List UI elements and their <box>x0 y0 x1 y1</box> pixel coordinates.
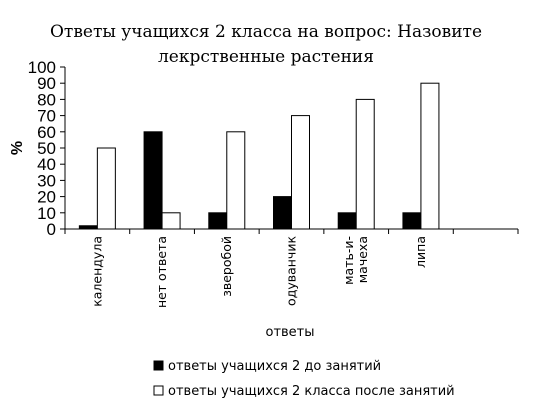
y-tick-label: 10 <box>37 204 56 223</box>
bar-before <box>402 212 422 230</box>
bar-after <box>226 131 246 230</box>
bar-before <box>273 196 292 230</box>
legend-swatch <box>153 385 164 396</box>
chart-title-line: Ответы учащихся 2 класса на вопрос: Назо… <box>50 22 482 42</box>
x-category-label-line: нет ответа <box>154 236 169 308</box>
x-category-label-line: календула <box>89 236 104 307</box>
x-category-label-line: зверобой <box>219 236 234 297</box>
y-tick-label: 0 <box>47 220 56 239</box>
legend-label: ответы учащихся 2 класса после занятий <box>168 384 455 399</box>
legend: ответы учащихся 2 до занятий ответы учащи… <box>153 359 455 399</box>
chart-title: Ответы учащихся 2 класса на вопрос: Назо… <box>50 22 482 67</box>
x-category-label: липа <box>413 236 428 268</box>
bar-before <box>337 212 357 230</box>
y-tick-label: 90 <box>37 74 56 93</box>
bar-before <box>208 212 228 230</box>
bar-after <box>96 147 116 230</box>
y-axis-label: % <box>9 141 26 155</box>
y-tick-label: 70 <box>37 107 56 126</box>
legend-swatch <box>153 360 164 371</box>
x-category-label-line: мачеха <box>355 236 370 283</box>
bar-before <box>78 225 98 230</box>
y-tick-label: 60 <box>37 123 56 142</box>
bar-after <box>161 212 181 230</box>
bar-after <box>420 82 440 230</box>
bar-before <box>143 131 163 230</box>
bar-after <box>355 98 375 230</box>
y-tick-label: 20 <box>37 188 56 207</box>
x-category-label-line: одуванчик <box>284 236 299 306</box>
x-axis-label: ответы <box>265 325 314 340</box>
bar-after <box>291 115 310 230</box>
legend-label: ответы учащихся 2 до занятий <box>168 359 381 374</box>
x-category-label: мать-и-мачеха <box>341 236 370 285</box>
x-category-label-line: липа <box>413 236 428 268</box>
x-category-label: одуванчик <box>284 236 299 306</box>
x-category-label: зверобой <box>219 236 234 297</box>
x-category-label: календула <box>89 236 104 307</box>
y-tick-label: 50 <box>37 139 56 158</box>
chart-title-line: лекрственные растения <box>158 47 374 67</box>
x-category-label-line: мать-и- <box>341 236 356 285</box>
y-tick-label: 80 <box>37 90 56 109</box>
x-category-label: нет ответа <box>154 236 169 308</box>
y-tick-label: 100 <box>28 58 56 77</box>
y-tick-label: 30 <box>37 171 56 190</box>
y-tick-label: 40 <box>37 155 56 174</box>
